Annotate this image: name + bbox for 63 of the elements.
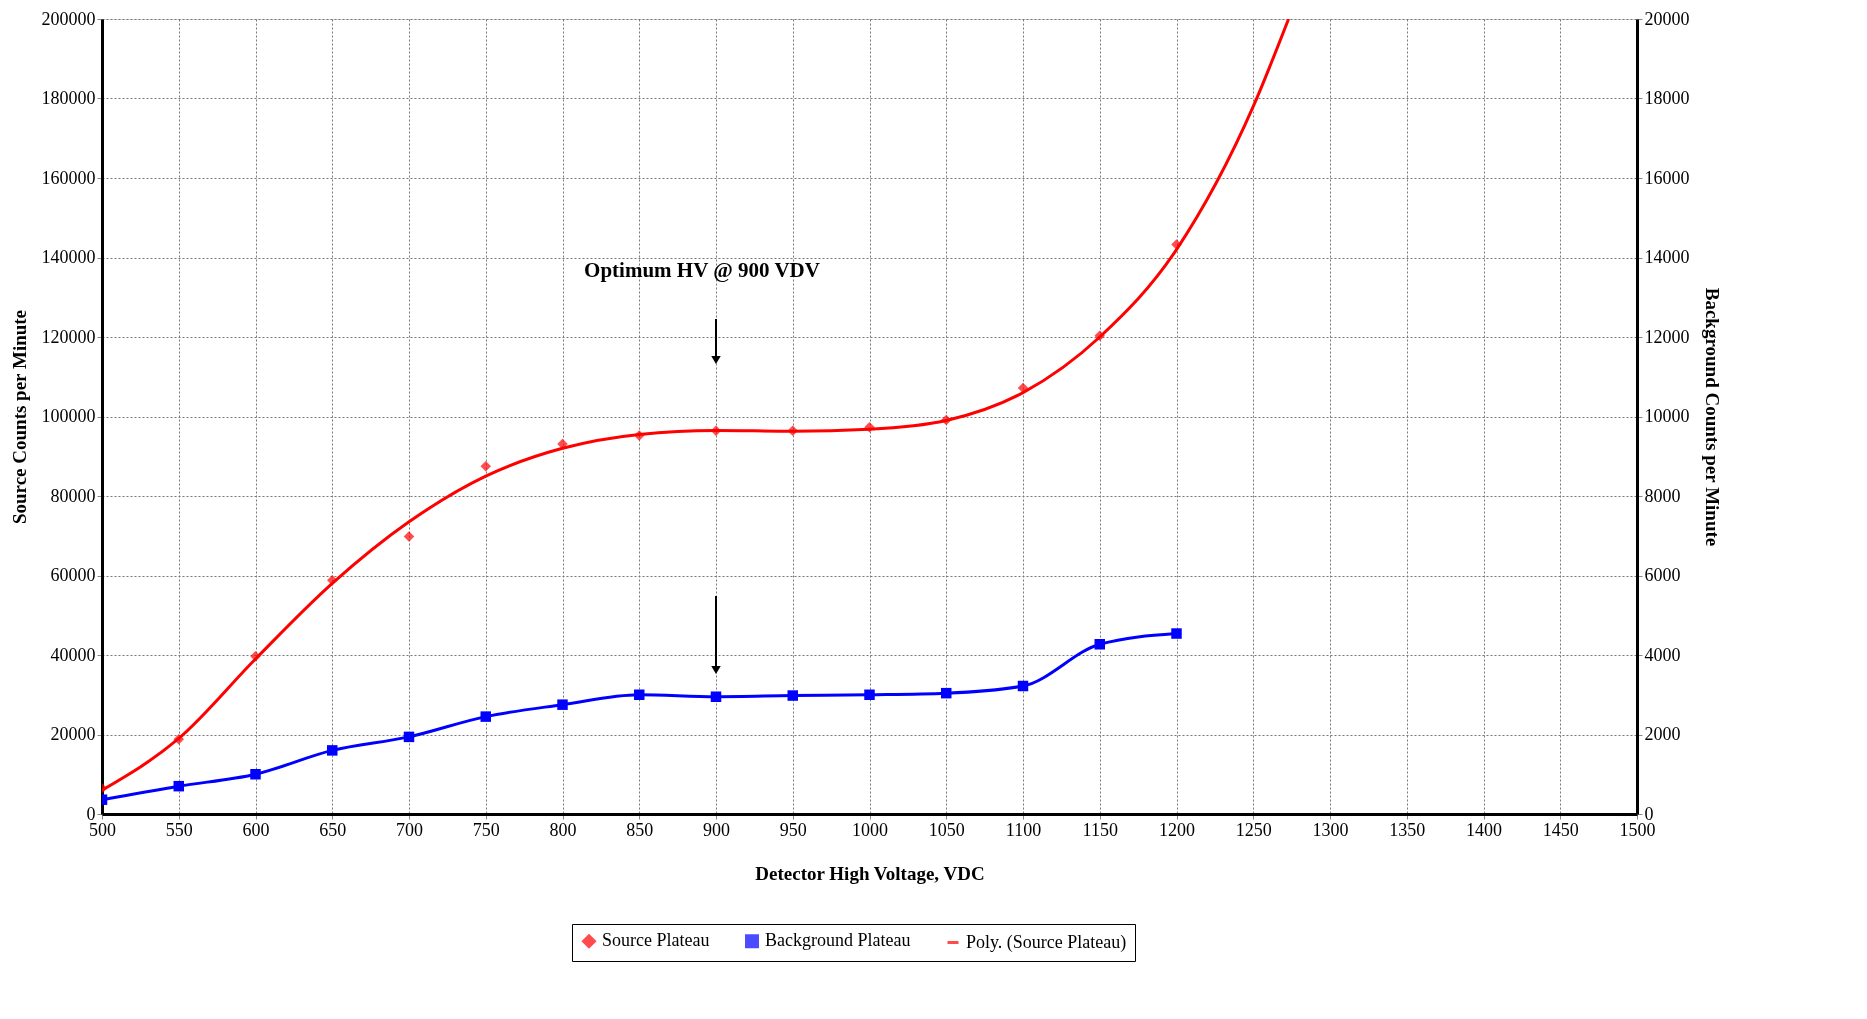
y2-tick-label: 2000 xyxy=(1644,724,1681,744)
annotation: Optimum HV @ 900 VDV xyxy=(584,258,820,282)
y2-tick-label: 20000 xyxy=(1644,8,1690,29)
point xyxy=(864,689,875,700)
x-tick-label: 1100 xyxy=(1005,819,1042,840)
x-tick-label: 800 xyxy=(549,819,577,840)
y-axis-title: Source Counts per Minute xyxy=(8,309,30,525)
x-tick-label: 700 xyxy=(396,819,423,840)
y-tick-label: 120000 xyxy=(41,326,96,347)
y-tick-label: 80000 xyxy=(50,485,96,506)
point xyxy=(403,531,415,542)
y-tick-label: 140000 xyxy=(41,247,96,267)
point xyxy=(1017,680,1029,692)
x-tick-label: 1250 xyxy=(1235,819,1272,840)
point xyxy=(250,769,261,780)
x-tick-label: 650 xyxy=(319,819,347,840)
point xyxy=(1094,639,1105,650)
point xyxy=(403,731,415,743)
x-tick-label: 1300 xyxy=(1312,819,1349,840)
x-tick-label: 1400 xyxy=(1466,819,1502,840)
point xyxy=(557,699,568,710)
line-series xyxy=(102,19,1291,792)
y2-tick-label: 4000 xyxy=(1644,644,1681,665)
x-tick-label: 1000 xyxy=(852,819,888,840)
y2-tick-label: 14000 xyxy=(1644,247,1690,267)
y2-tick-label: 10000 xyxy=(1644,406,1690,426)
y-tick-label: 20000 xyxy=(50,724,96,744)
x-tick-label: 1350 xyxy=(1389,819,1426,840)
point xyxy=(173,780,184,792)
y-tick-label: 60000 xyxy=(50,565,96,585)
point xyxy=(1171,628,1182,639)
y2-tick-label: 6000 xyxy=(1644,565,1681,585)
point xyxy=(634,689,645,700)
y2-axis-title: Background Counts per Minute xyxy=(1701,287,1723,547)
point xyxy=(327,745,338,756)
x-tick-label: 600 xyxy=(242,819,270,840)
x-axis-title: Detector High Voltage, VDC xyxy=(755,862,985,884)
x-tick-label: 850 xyxy=(626,819,654,840)
x-tick-label: 1450 xyxy=(1542,819,1579,840)
y2-tick-label: 16000 xyxy=(1644,167,1690,188)
x-tick-label: 750 xyxy=(472,819,500,840)
legend-label: Source Plateau xyxy=(602,930,710,951)
point xyxy=(480,711,491,722)
point xyxy=(480,460,491,472)
y2-tick-label: 12000 xyxy=(1644,326,1690,347)
legend-label: Background Plateau xyxy=(765,930,911,951)
x-tick-label: 550 xyxy=(165,819,193,840)
y-tick-label: 100000 xyxy=(41,406,96,426)
y-tick-label: 160000 xyxy=(41,167,96,188)
x-tick-label: 1050 xyxy=(928,819,965,840)
point xyxy=(941,687,952,699)
point xyxy=(710,691,722,702)
point xyxy=(787,690,798,701)
x-tick-label: 1150 xyxy=(1082,819,1118,840)
y2-tick-label: 8000 xyxy=(1644,485,1681,506)
x-tick-label: 900 xyxy=(703,819,730,840)
x-tick-label: 1200 xyxy=(1159,819,1195,840)
y2-tick-label: 18000 xyxy=(1644,88,1690,108)
y-tick-label: 40000 xyxy=(50,644,96,665)
y-tick-label: 200000 xyxy=(41,8,96,29)
y-tick-label: 180000 xyxy=(41,88,96,108)
x-tick-label: 950 xyxy=(779,819,807,840)
legend-label: Poly. (Source Plateau) xyxy=(966,931,1127,953)
